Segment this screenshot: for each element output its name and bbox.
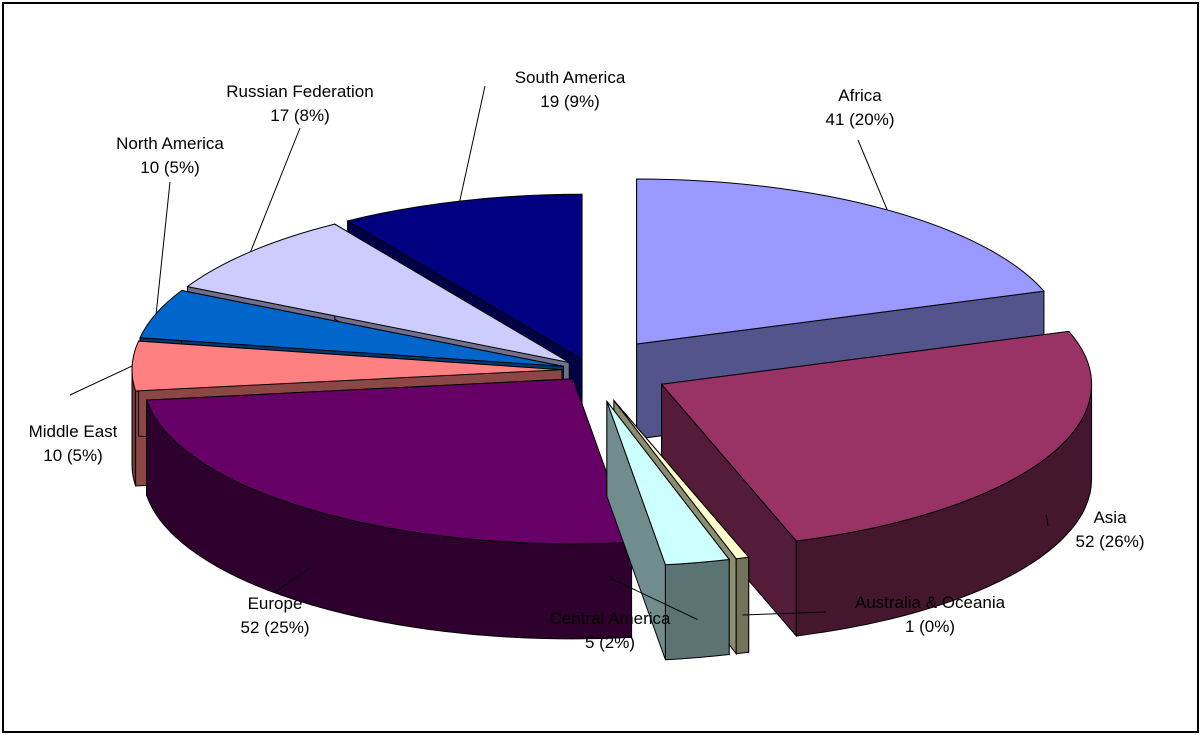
leader-line-north-america — [155, 181, 171, 314]
label-australia-oceania: Australia & Oceania 1 (0%) — [830, 591, 1030, 639]
label-middle-east-name: Middle East — [28, 422, 118, 441]
label-europe-value: 52 (25%) — [240, 618, 310, 637]
slice-top-asia — [660, 330, 1093, 542]
slice-top-europe — [145, 378, 633, 545]
label-europe-name: Europe — [247, 594, 303, 613]
slice-asia — [660, 330, 1093, 638]
leader-line-australia-oceania — [742, 611, 827, 616]
slice-central-america — [606, 399, 731, 661]
leader-line-south-america — [459, 85, 486, 202]
label-australia-oceania-value: 1 (0%) — [904, 617, 956, 636]
label-africa-name: Africa — [838, 86, 882, 105]
label-russian-federation: Russian Federation 17 (8%) — [200, 80, 400, 128]
slice-top-south-america — [346, 193, 583, 361]
label-europe: Europe 52 (25%) — [205, 592, 345, 640]
leader-line-central-america — [609, 577, 698, 621]
leader-line-europe — [274, 566, 313, 593]
label-central-america: Central America 5 (2%) — [525, 607, 695, 655]
label-south-america-value: 19 (9%) — [540, 92, 600, 111]
label-middle-east: Middle East 10 (5%) — [3, 420, 143, 468]
label-asia-name: Asia — [1093, 508, 1127, 527]
label-africa: Africa 41 (20%) — [790, 84, 930, 132]
label-russian-federation-name: Russian Federation — [226, 82, 374, 101]
leader-line-africa — [857, 139, 888, 211]
slice-europe — [145, 378, 633, 640]
label-north-america-name: North America — [116, 134, 224, 153]
label-africa-value: 41 (20%) — [825, 110, 895, 129]
label-north-america-value: 10 (5%) — [140, 158, 200, 177]
slice-top-central-america — [606, 400, 731, 566]
label-asia-value: 52 (26%) — [1075, 532, 1145, 551]
leader-line-middle-east — [69, 365, 133, 396]
label-australia-oceania-name: Australia & Oceania — [854, 593, 1006, 612]
leader-line-russian-federation — [250, 127, 301, 252]
slice-rim-australia-oceania — [735, 556, 750, 655]
slice-top-middle-east — [131, 340, 563, 392]
label-south-america: South America 19 (9%) — [490, 66, 650, 114]
label-central-america-value: 5 (2%) — [584, 633, 636, 652]
label-central-america-name: Central America — [549, 609, 671, 628]
label-middle-east-value: 10 (5%) — [43, 446, 103, 465]
slice-top-africa — [636, 178, 1045, 345]
slice-top-australia-oceania — [613, 400, 750, 560]
label-russian-federation-value: 17 (8%) — [270, 106, 330, 125]
leader-line-asia — [1045, 514, 1049, 527]
label-asia: Asia 52 (26%) — [1040, 506, 1180, 554]
label-south-america-name: South America — [514, 68, 626, 87]
label-north-america: North America 10 (5%) — [90, 132, 250, 180]
